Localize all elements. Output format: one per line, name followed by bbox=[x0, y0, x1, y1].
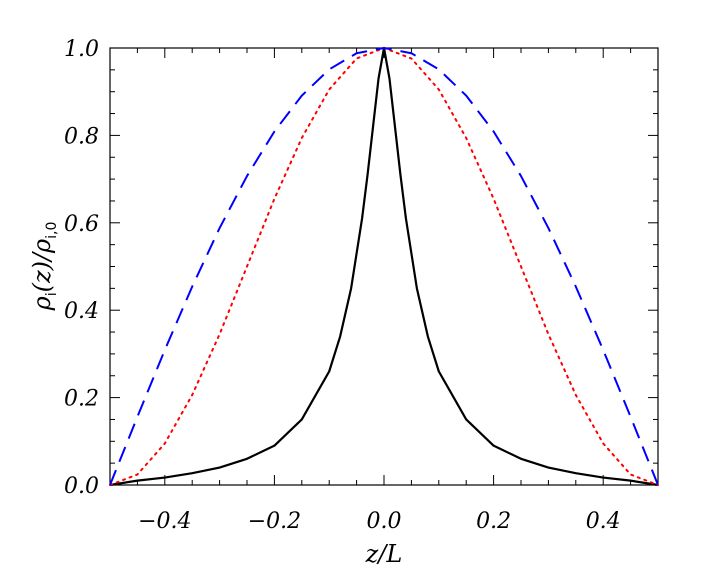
y-tick-label: 1.0 bbox=[64, 37, 99, 62]
y-label-mid: (z)/ρ bbox=[28, 239, 56, 293]
y-tick-label: 0.2 bbox=[64, 387, 99, 412]
x-axis-label: z/L bbox=[365, 540, 403, 568]
series-line-dashed bbox=[110, 48, 658, 485]
series-line-dotted bbox=[110, 48, 658, 485]
y-axis-label: ρi(z)/ρi,0 bbox=[28, 222, 60, 312]
x-tick-label: 0.2 bbox=[476, 509, 511, 534]
y-label-rho: ρ bbox=[28, 296, 56, 311]
plot-frame bbox=[110, 48, 658, 485]
tick-labels: −0.4 −0.2 0.0 0.2 0.4 0.0 0.2 0.4 0.6 0.8 1.0 bbox=[64, 37, 621, 534]
y-tick-label: 0.4 bbox=[64, 299, 99, 324]
y-tick-label: 0.6 bbox=[64, 212, 99, 237]
series-layer bbox=[110, 48, 658, 485]
axis-ticks bbox=[110, 48, 658, 485]
x-tick-label: −0.2 bbox=[248, 509, 301, 534]
y-tick-label: 0.8 bbox=[64, 124, 99, 149]
series-line-solid bbox=[110, 48, 658, 485]
y-tick-label: 0.0 bbox=[64, 474, 99, 499]
x-tick-label: 0.4 bbox=[586, 509, 621, 534]
x-tick-label: 0.0 bbox=[367, 509, 402, 534]
y-label-sub-i0: i,0 bbox=[44, 222, 60, 239]
x-tick-label: −0.4 bbox=[138, 509, 191, 534]
